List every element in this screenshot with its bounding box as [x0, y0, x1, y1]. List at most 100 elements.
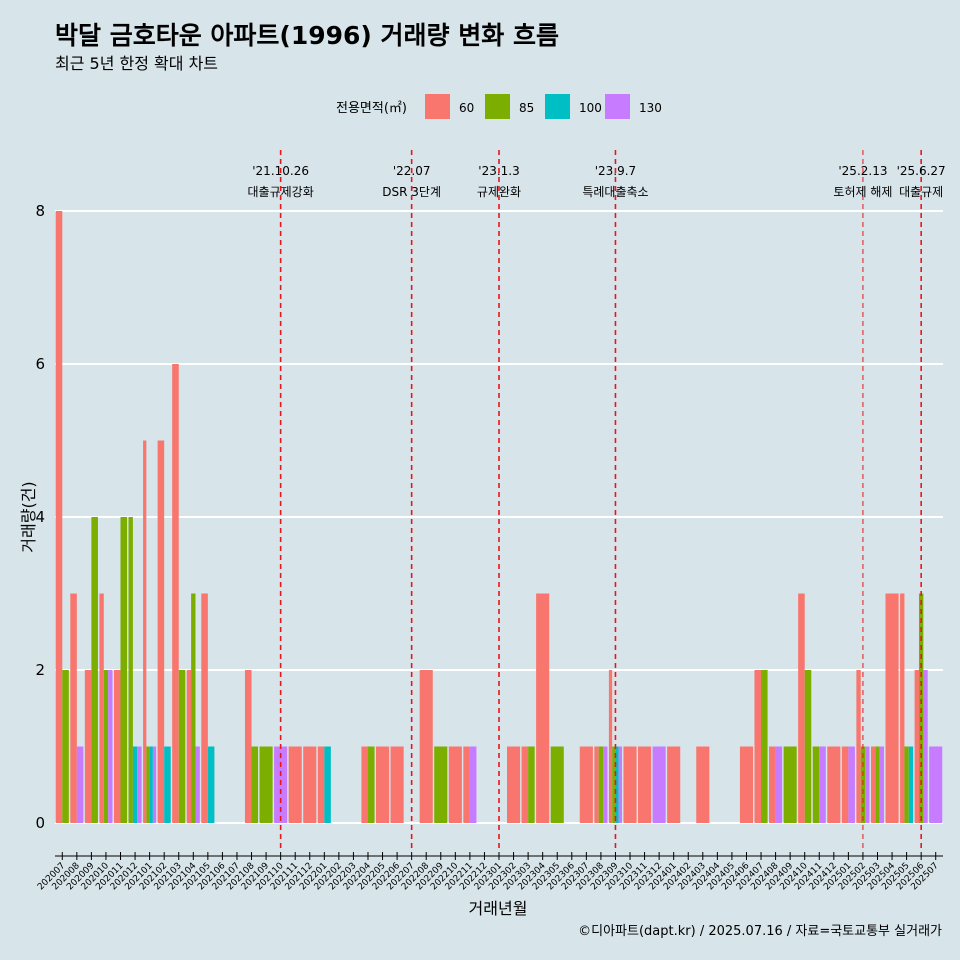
- bar-202010-60: [99, 593, 104, 823]
- legend-label-60: 60: [459, 101, 474, 115]
- bar-202105-60: [201, 593, 208, 823]
- bars: [55, 211, 943, 823]
- bar-202208-60: [419, 670, 433, 823]
- bar-202105-100: [207, 746, 215, 823]
- bar-202303-85: [528, 746, 535, 823]
- bar-202201-100: [324, 746, 331, 823]
- event-date-5: '25.2.13: [838, 164, 887, 178]
- bar-202201-60: [317, 746, 325, 823]
- legend-swatch-60: [425, 94, 450, 119]
- bar-202503-60: [870, 746, 876, 823]
- chart-subtitle: 최근 5년 한정 확대 차트: [55, 54, 218, 73]
- legend-label-85: 85: [519, 101, 534, 115]
- event-date-2: '22.07: [393, 164, 431, 178]
- bar-202101-100: [149, 746, 153, 823]
- bar-202007-85: [62, 670, 69, 823]
- event-label-4: 특례대출축소: [582, 185, 648, 199]
- bar-202308-130: [603, 746, 608, 823]
- bar-202101-60: [143, 440, 147, 823]
- bar-202401-60: [667, 746, 681, 823]
- bar-202108-60: [244, 670, 252, 823]
- bar-202012-100: [132, 746, 138, 823]
- bar-202211-60: [463, 746, 470, 823]
- legend-swatch-85: [485, 94, 510, 119]
- bar-202012-85: [128, 517, 133, 823]
- bar-202011-85: [120, 517, 128, 823]
- bar-202505-60: [900, 593, 905, 823]
- bar-202102-60: [157, 440, 165, 823]
- bar-202101-85: [146, 746, 150, 823]
- bar-202409-85: [783, 746, 797, 823]
- x-axis-title: 거래년월: [469, 899, 528, 918]
- event-date-1: '21.10.26: [252, 164, 309, 178]
- bar-202010-85: [103, 670, 109, 823]
- bar-202305-85: [550, 746, 564, 823]
- bar-202012-130: [137, 746, 142, 823]
- bar-202506-60: [914, 670, 919, 823]
- bar-202406-60: [739, 746, 754, 823]
- bar-202109-85: [259, 746, 273, 823]
- legend-label-130: 130: [639, 101, 662, 115]
- y-tick-label-0: 0: [35, 814, 45, 832]
- bar-202410-60: [798, 593, 805, 823]
- bar-202503-85: [875, 746, 880, 823]
- bar-202309-60: [608, 670, 613, 823]
- bar-202312-130: [652, 746, 666, 823]
- legend-label-100: 100: [579, 101, 602, 115]
- bar-202010-130: [108, 670, 113, 823]
- event-label-3: 규제완화: [477, 185, 521, 199]
- bar-202504-60: [885, 593, 899, 823]
- y-axis: 0 2 4 6 8: [35, 202, 45, 832]
- bar-202408-130: [775, 746, 783, 823]
- bar-202411-130: [819, 746, 826, 823]
- bar-202503-130: [879, 746, 885, 823]
- bar-202412-60: [827, 746, 841, 823]
- bar-202103-85: [178, 670, 186, 823]
- bar-202309-85: [612, 746, 616, 823]
- y-tick-label-4: 4: [35, 508, 45, 526]
- bar-202505-100: [908, 746, 914, 823]
- bar-202101-130: [152, 746, 157, 823]
- legend-swatch-100: [545, 94, 570, 119]
- bar-202209-85: [434, 746, 448, 823]
- bar-202308-85: [598, 746, 604, 823]
- bar-202403-60: [696, 746, 710, 823]
- event-label-5: 토허제 해제: [833, 185, 892, 199]
- bar-202407-60: [754, 670, 762, 823]
- bar-202506-130: [923, 670, 928, 823]
- bar-202502-60: [856, 670, 861, 823]
- caption: ©디아파트(dapt.kr) / 2025.07.16 / 자료=국토교통부 실…: [578, 924, 942, 939]
- bar-202205-60: [375, 746, 390, 823]
- bar-202104-60: [186, 670, 192, 823]
- event-label-6: 대출규제: [899, 185, 943, 199]
- bar-202111-60: [288, 746, 302, 823]
- y-axis-title: 거래량(건): [19, 481, 38, 552]
- bar-202505-85: [904, 746, 909, 823]
- bar-202307-60: [579, 746, 593, 823]
- bar-202302-60: [507, 746, 521, 823]
- legend: 전용면적(㎡) 60 85 100 130: [336, 94, 662, 119]
- bar-202103-60: [172, 364, 179, 823]
- bar-202311-60: [638, 746, 652, 823]
- y-tick-label-8: 8: [35, 202, 45, 220]
- event-date-4: '23.9.7: [595, 164, 636, 178]
- bar-202410-85: [804, 670, 812, 823]
- bar-202112-60: [303, 746, 317, 823]
- bar-202411-85: [812, 746, 820, 823]
- bar-202408-60: [769, 746, 776, 823]
- y-tick-label-6: 6: [35, 355, 45, 373]
- bar-202009-60: [84, 670, 92, 823]
- bar-202303-60: [521, 746, 529, 823]
- bar-202108-85: [251, 746, 259, 823]
- bar-202009-85: [91, 517, 98, 823]
- x-axis: 2020072020082020092020102020112020122021…: [36, 852, 943, 892]
- bar-202310-60: [623, 746, 637, 823]
- bar-202007-60: [55, 211, 63, 823]
- bar-202011-60: [113, 670, 121, 823]
- bar-202204-85: [367, 746, 375, 823]
- bar-202210-60: [448, 746, 462, 823]
- legend-swatch-130: [605, 94, 630, 119]
- event-date-6: '25.6.27: [897, 164, 946, 178]
- bar-202104-85: [191, 593, 196, 823]
